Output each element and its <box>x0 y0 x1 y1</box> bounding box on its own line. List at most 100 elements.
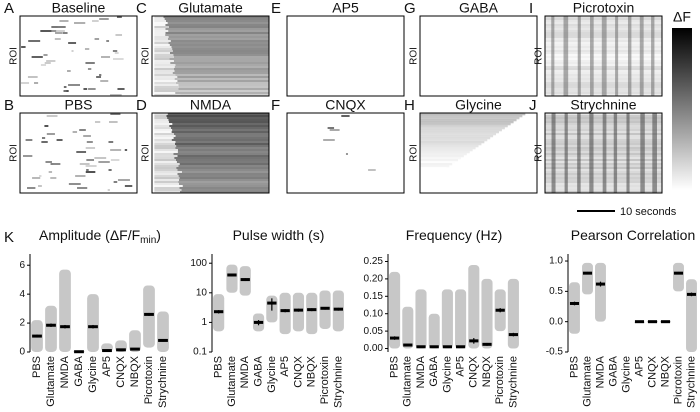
heatmap-speck <box>86 169 89 171</box>
heatmap-row <box>173 60 269 63</box>
heatmap-speck <box>22 155 33 157</box>
heatmap-speck <box>75 175 86 177</box>
heatmap-row <box>173 133 269 136</box>
heatmap-row <box>181 171 269 174</box>
heatmap-row <box>420 149 473 152</box>
mean-marker <box>116 348 126 352</box>
x-tick-label: Glycine <box>620 356 632 393</box>
heatmap-row <box>154 159 176 162</box>
mean-marker <box>213 310 224 314</box>
value-spread <box>87 294 99 352</box>
mean-marker <box>102 349 112 353</box>
heatmap-row <box>154 147 176 150</box>
heatmap-row <box>420 127 505 130</box>
mean-marker <box>569 301 580 305</box>
heatmap-row <box>168 26 269 29</box>
mean-marker <box>227 273 237 277</box>
heatmap-speck <box>68 42 77 44</box>
heatmap-speck <box>83 135 91 137</box>
heatmap-speck <box>92 20 99 22</box>
heatmap-speck <box>55 32 63 34</box>
heatmap-row <box>168 121 269 124</box>
panel-title: NMDA <box>190 97 232 113</box>
mean-marker <box>582 271 593 275</box>
y-tick-label: 2 <box>19 318 25 329</box>
heatmap-row <box>154 155 178 158</box>
y-tick-label: 0.20 <box>364 274 384 285</box>
heatmap-row <box>179 187 269 190</box>
roi-label: ROI <box>141 47 152 65</box>
heatmap-stripe <box>564 113 568 193</box>
y-tick-label: 100 <box>190 258 207 269</box>
heatmap-bg <box>287 113 404 193</box>
heatmap-row <box>175 141 269 144</box>
heatmap-stripe <box>551 113 556 193</box>
heatmap-row <box>154 161 177 164</box>
heatmap <box>419 112 538 194</box>
heatmap-speck <box>94 38 100 40</box>
heatmap-speck <box>79 163 90 165</box>
heatmap-row <box>154 167 177 170</box>
panel-letter: G <box>404 0 416 17</box>
heatmap-speck <box>76 151 87 153</box>
heatmap-row <box>154 131 172 134</box>
heatmap-row <box>420 167 447 170</box>
value-spread <box>59 269 71 352</box>
heatmap-row <box>154 76 178 79</box>
heatmap-row <box>154 72 173 75</box>
panel-letter: E <box>271 0 281 17</box>
heatmap-speck <box>85 62 95 64</box>
heatmap-row <box>174 78 269 81</box>
y-tick-label: 0.1 <box>193 347 207 358</box>
heatmap-row <box>154 191 180 194</box>
panel-frame <box>286 15 405 97</box>
y-tick-label: 0.10 <box>364 308 384 319</box>
heatmap-row <box>176 167 269 170</box>
y-tick-label: 6 <box>19 260 25 271</box>
heatmap-stripe <box>577 113 581 193</box>
panel-frame <box>286 112 405 194</box>
x-tick-label: Picrotoxin <box>143 356 155 404</box>
heatmap-row <box>182 185 269 188</box>
heatmap-row <box>154 44 170 47</box>
panel-title: Picrotoxin <box>573 0 634 16</box>
heatmap-row <box>169 58 269 61</box>
heatmap-row <box>168 42 269 45</box>
heatmap-row <box>154 58 170 61</box>
heatmap-row <box>420 119 517 122</box>
y-tick-label: 1.0 <box>549 256 563 267</box>
x-tick-label: Glycine <box>87 356 99 393</box>
heatmap-row <box>178 175 269 178</box>
heatmap-speck <box>48 30 57 32</box>
heatmap-speck <box>323 139 335 141</box>
panel-frame <box>19 15 138 97</box>
x-tick-label: AP5 <box>633 356 645 377</box>
heatmap <box>151 15 270 97</box>
heatmap-row <box>174 70 269 73</box>
heatmap-speck <box>43 54 48 56</box>
heatmap-speck <box>96 76 102 78</box>
heatmap-speck <box>124 149 128 151</box>
heatmap-row <box>170 127 269 130</box>
heatmap-row <box>420 159 459 162</box>
heatmap-row <box>154 129 173 132</box>
heatmap-stripe <box>615 16 619 96</box>
heatmap-row <box>178 84 269 87</box>
heatmap-row <box>176 145 269 148</box>
heatmap-row <box>164 18 269 21</box>
mean-marker <box>253 320 264 324</box>
x-tick-label: Strychnine <box>685 356 697 408</box>
heatmap-speck <box>115 34 123 36</box>
heatmap-row <box>172 72 269 75</box>
heatmap-speck <box>44 62 51 64</box>
heatmap-row <box>179 163 269 166</box>
heatmap-speck <box>68 84 80 86</box>
heatmap-row <box>173 54 269 57</box>
heatmap-row <box>420 133 497 136</box>
heatmap-speck <box>44 125 49 127</box>
mean-marker <box>88 325 98 329</box>
scale-bar-label: 10 seconds <box>620 206 677 218</box>
colorbar <box>672 28 692 190</box>
heatmap-row <box>420 117 520 120</box>
